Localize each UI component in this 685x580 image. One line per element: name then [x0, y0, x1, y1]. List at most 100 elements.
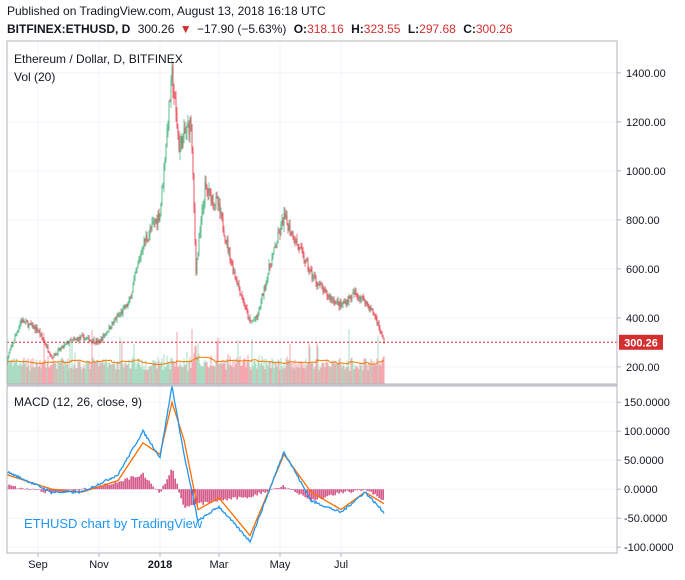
- main-legend[interactable]: Ethereum / Dollar, D, BITFINEX: [14, 52, 183, 66]
- volume-bar: [334, 361, 336, 384]
- candle-body: [51, 356, 53, 358]
- histogram-bar: [380, 489, 382, 500]
- candle-body: [121, 311, 123, 314]
- volume-bar: [268, 360, 270, 384]
- volume-bar: [346, 360, 348, 384]
- volume-bar: [247, 354, 249, 384]
- macd-tick-label: -50.0000: [624, 513, 667, 525]
- candle-body: [85, 337, 87, 339]
- candle-body: [160, 202, 162, 214]
- histogram-bar: [244, 489, 246, 498]
- volume-bar: [36, 362, 38, 384]
- volume-bar: [304, 368, 306, 384]
- volume-bar: [72, 368, 74, 384]
- histogram-bar: [372, 489, 374, 495]
- histogram-bar: [208, 489, 210, 503]
- volume-bar: [120, 361, 122, 384]
- candle-body: [32, 324, 34, 329]
- macd-pane[interactable]: [7, 386, 617, 553]
- candle-body: [300, 247, 302, 248]
- candle-body: [329, 295, 331, 300]
- histogram-bar: [284, 487, 286, 490]
- candle-body: [355, 290, 357, 294]
- histogram-bar: [232, 489, 234, 498]
- candle-body: [350, 296, 352, 300]
- volume-bar: [141, 359, 143, 384]
- candle-body: [331, 296, 333, 301]
- volume-bar: [77, 359, 79, 384]
- candle-body: [117, 315, 119, 317]
- time-axis[interactable]: Sep Nov 2018 Mar May Jul: [28, 553, 348, 571]
- candle-body: [288, 224, 290, 232]
- candle-body: [76, 338, 78, 340]
- candle-body: [110, 327, 112, 330]
- histogram-bar: [118, 481, 120, 490]
- candle-body: [28, 323, 30, 328]
- volume-bar: [152, 360, 154, 384]
- volume-bar: [194, 345, 196, 384]
- volume-bar: [271, 357, 273, 384]
- candle-body: [56, 353, 58, 355]
- volume-bar: [341, 366, 343, 384]
- histogram-bar: [326, 489, 328, 497]
- candle-body: [216, 197, 218, 199]
- candle-body: [153, 221, 155, 223]
- volume-bar: [233, 367, 235, 384]
- candle-body: [297, 244, 299, 246]
- candle-body: [74, 338, 76, 340]
- macd-legend[interactable]: MACD (12, 26, close, 9): [14, 395, 142, 409]
- candle-body: [157, 214, 159, 224]
- volume-bar: [372, 365, 374, 384]
- histogram-bar: [72, 489, 74, 492]
- volume-bar: [26, 366, 28, 384]
- candle-body: [20, 320, 22, 324]
- histogram-bar: [330, 489, 332, 495]
- candle-body: [315, 277, 317, 283]
- volume-bar: [32, 357, 34, 384]
- volume-bar: [82, 367, 84, 384]
- histogram-bar: [18, 488, 20, 490]
- volume-bar: [220, 361, 222, 384]
- histogram-bar: [336, 489, 338, 493]
- volume-bar: [297, 367, 299, 384]
- volume-bar: [97, 359, 99, 384]
- volume-bar: [60, 358, 62, 384]
- volume-bar: [207, 367, 209, 384]
- histogram-bar: [202, 489, 204, 505]
- candle-body: [53, 353, 55, 358]
- histogram-bar: [8, 484, 10, 490]
- histogram-bar: [292, 489, 294, 490]
- volume-bar: [294, 359, 296, 384]
- volume-bar: [93, 359, 95, 384]
- candle-body: [46, 346, 48, 347]
- volume-bar: [148, 366, 150, 384]
- volume-bar: [329, 366, 331, 384]
- candle-body: [109, 326, 111, 330]
- candle-body: [81, 335, 83, 337]
- volume-bar: [256, 368, 258, 384]
- candle-body: [170, 76, 172, 102]
- volume-legend[interactable]: Vol (20): [14, 70, 55, 84]
- volume-bar: [204, 359, 206, 384]
- price-badge: [619, 334, 663, 350]
- volume-bar: [34, 367, 36, 384]
- candle-body: [146, 236, 148, 240]
- candle-body: [68, 342, 70, 344]
- candle-body: [318, 283, 320, 285]
- price-axis[interactable]: 200.00 400.00 600.00 800.00 1000.00 1200.00 14…: [617, 68, 666, 374]
- candle-body: [161, 185, 163, 203]
- volume-bar: [195, 346, 197, 384]
- volume-bar: [209, 365, 211, 384]
- volume-bar: [205, 362, 207, 384]
- ticker-header: BITFINEX:ETHUSD, D 300.26 ▼ −17.90 (−5.6…: [7, 22, 513, 36]
- histogram-bar: [350, 489, 352, 493]
- candle-body: [209, 188, 211, 191]
- histogram-bar: [178, 489, 180, 493]
- candle-body: [24, 321, 26, 323]
- histogram-bar: [106, 484, 108, 490]
- candle-body: [352, 292, 354, 294]
- volume-bar: [380, 365, 382, 384]
- candle-body: [332, 299, 334, 301]
- candle-body: [277, 232, 279, 244]
- candle-body: [19, 323, 21, 327]
